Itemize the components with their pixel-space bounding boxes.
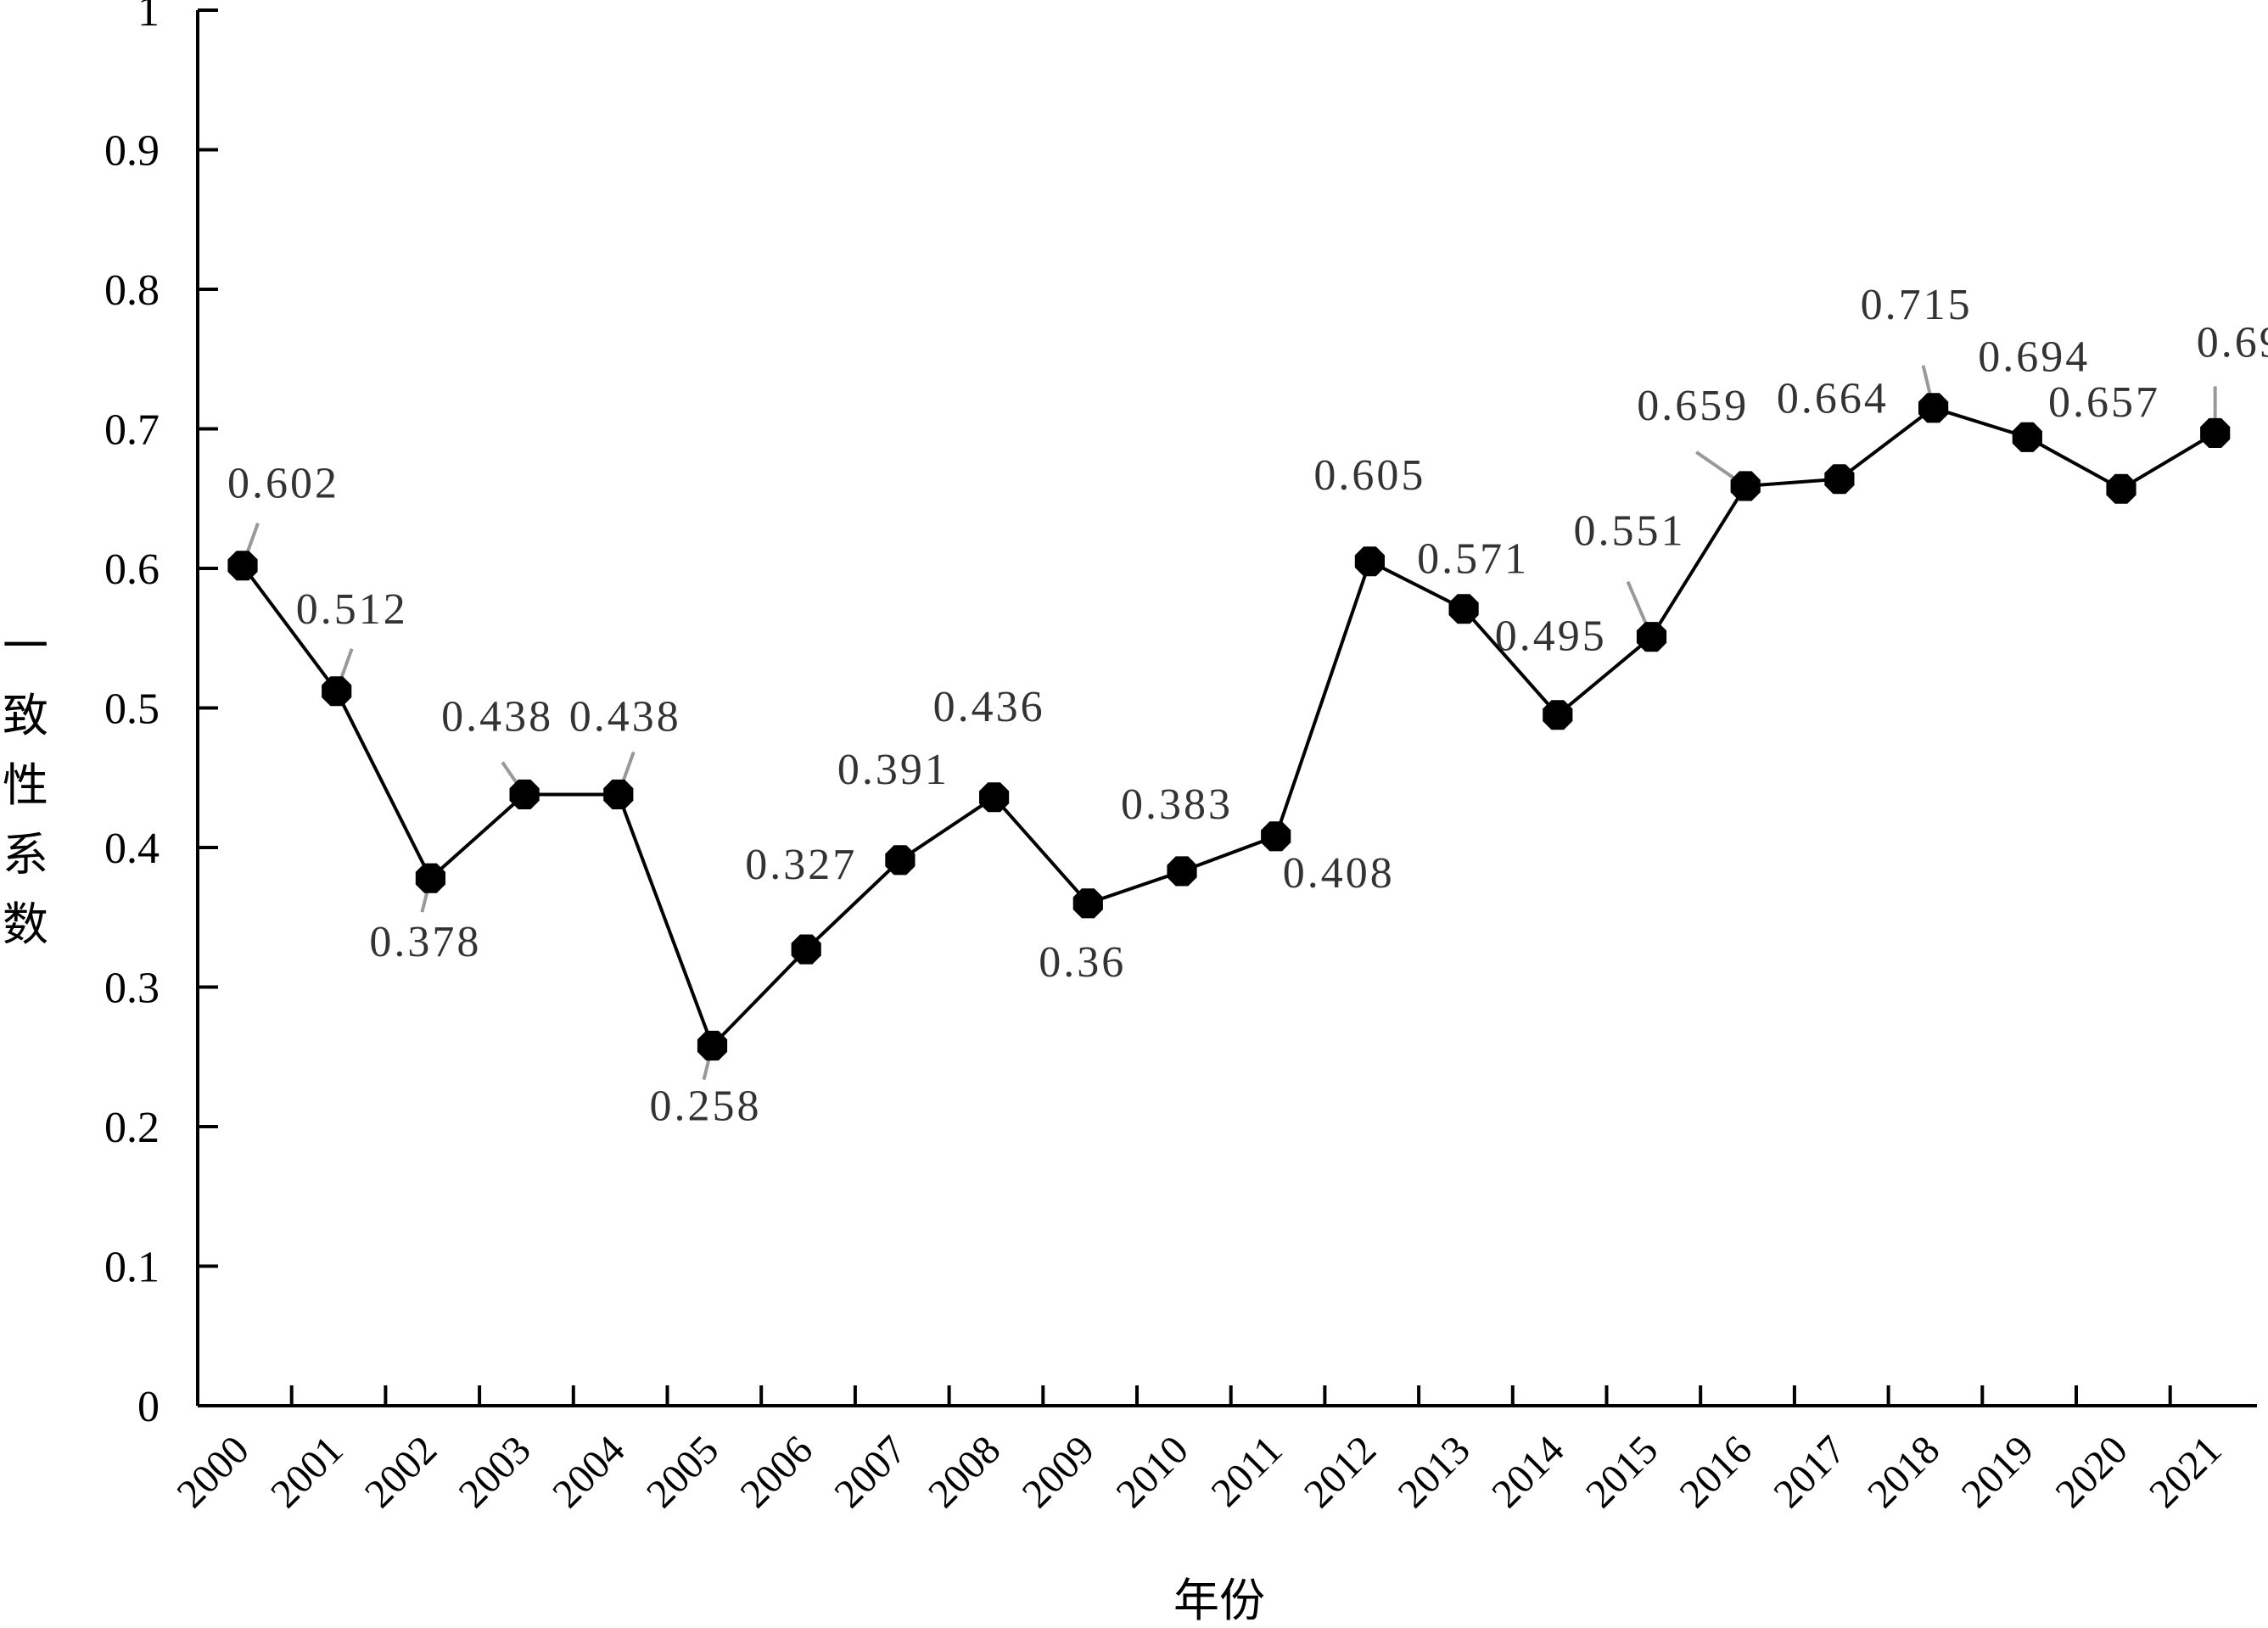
data-point [227, 551, 258, 581]
y-tick-label: 0.5 [104, 685, 160, 734]
x-tick-label: 2001 [262, 1427, 351, 1516]
data-point [2200, 417, 2231, 448]
x-tick-label: 2019 [1953, 1427, 2042, 1516]
y-axis-title-char: 致 [3, 689, 48, 742]
x-tick-label: 2006 [732, 1427, 821, 1516]
x-tick-label: 2017 [1765, 1427, 1854, 1516]
data-label: 0.715 [1861, 281, 1973, 329]
data-label: 0.436 [933, 683, 1045, 731]
x-tick-label: 2005 [638, 1427, 727, 1516]
data-point [415, 863, 445, 893]
y-tick-label: 0.9 [104, 127, 160, 176]
x-tick-label: 2002 [356, 1427, 445, 1516]
data-point [1730, 471, 1761, 501]
data-labels: 0.602 0.512 0.378 0.438 0.438 0.258 0.327 0.391… [227, 281, 2268, 1131]
data-label: 0.551 [1574, 507, 1686, 556]
data-point [1448, 594, 1479, 624]
data-points [227, 393, 2231, 1061]
data-point [1824, 464, 1855, 495]
x-tick-label: 2021 [2141, 1427, 2230, 1516]
y-tick-label: 0.1 [104, 1244, 160, 1292]
data-point [1543, 700, 1573, 730]
data-label: 0.657 [2048, 378, 2160, 427]
y-tick-label: 0.6 [104, 545, 160, 594]
x-tick-label: 2020 [2047, 1427, 2136, 1516]
data-label: 0.36 [1039, 938, 1126, 987]
y-tick-label: 1 [137, 0, 160, 36]
y-tick-label: 0.8 [104, 266, 160, 315]
data-point [697, 1031, 728, 1061]
y-tick-label: 0.2 [104, 1104, 160, 1152]
data-label: 0.659 [1637, 382, 1749, 430]
y-ticks: 0 0.1 0.2 0.3 0.4 0.5 0.6 0.7 0.8 0.9 1 [104, 0, 218, 1431]
data-label: 0.697 [2197, 318, 2268, 366]
data-label: 0.327 [745, 841, 857, 889]
series-line [241, 406, 2216, 1049]
y-tick-label: 0.7 [104, 406, 160, 455]
data-point [1072, 888, 1103, 919]
data-label: 0.378 [369, 918, 481, 966]
data-label: 0.664 [1777, 375, 1889, 423]
x-tick-label: 2015 [1577, 1427, 1666, 1516]
y-axis-title-char: 性 [3, 758, 48, 812]
data-label: 0.391 [837, 746, 949, 794]
x-tick-label: 2007 [826, 1427, 915, 1516]
data-label: 0.512 [296, 585, 408, 634]
y-axis-title-char: 系 [3, 828, 48, 881]
data-label: 0.438 [441, 692, 553, 741]
data-point [322, 676, 352, 707]
data-label: 0.383 [1121, 780, 1233, 829]
data-point [1636, 622, 1667, 652]
x-tick-label: 2016 [1672, 1427, 1761, 1516]
data-label: 0.258 [650, 1083, 762, 1131]
data-label: 0.602 [227, 460, 339, 508]
y-tick-label: 0 [137, 1383, 160, 1431]
x-tick-label: 2018 [1859, 1427, 1948, 1516]
x-tick-label: 2014 [1483, 1427, 1572, 1516]
x-axis-title: 年份 [1173, 1574, 1265, 1627]
data-point [1354, 546, 1385, 577]
data-point [1918, 393, 1949, 423]
data-point [1167, 856, 1197, 887]
data-label: 0.438 [569, 692, 681, 741]
y-tick-label: 0.4 [104, 825, 160, 873]
x-tick-label: 2013 [1390, 1427, 1479, 1516]
x-tick-label: 2010 [1107, 1427, 1196, 1516]
data-point [1261, 821, 1291, 852]
data-point [979, 782, 1010, 813]
data-label: 0.571 [1417, 535, 1529, 584]
data-point [2012, 422, 2042, 452]
data-point [2106, 473, 2136, 504]
data-label: 0.495 [1495, 613, 1607, 661]
x-tick-label: 2008 [920, 1427, 1009, 1516]
x-tick-label: 2004 [544, 1427, 633, 1516]
data-label: 0.408 [1283, 849, 1395, 898]
data-point [885, 845, 916, 876]
x-tick-label: 2011 [1202, 1427, 1291, 1515]
data-label: 0.694 [1978, 333, 2090, 381]
x-tick-label: 2003 [451, 1427, 540, 1516]
x-tick-label: 2000 [168, 1427, 257, 1516]
y-axis-title-char: 一 [3, 619, 48, 673]
data-point [791, 934, 821, 965]
x-tick-label: 2012 [1296, 1427, 1385, 1516]
y-axis-title-char: 数 [3, 898, 48, 951]
data-label: 0.605 [1313, 451, 1425, 500]
y-tick-label: 0.3 [104, 965, 160, 1013]
x-tick-label: 2009 [1014, 1427, 1103, 1516]
data-point [603, 779, 634, 809]
data-point [509, 779, 540, 809]
